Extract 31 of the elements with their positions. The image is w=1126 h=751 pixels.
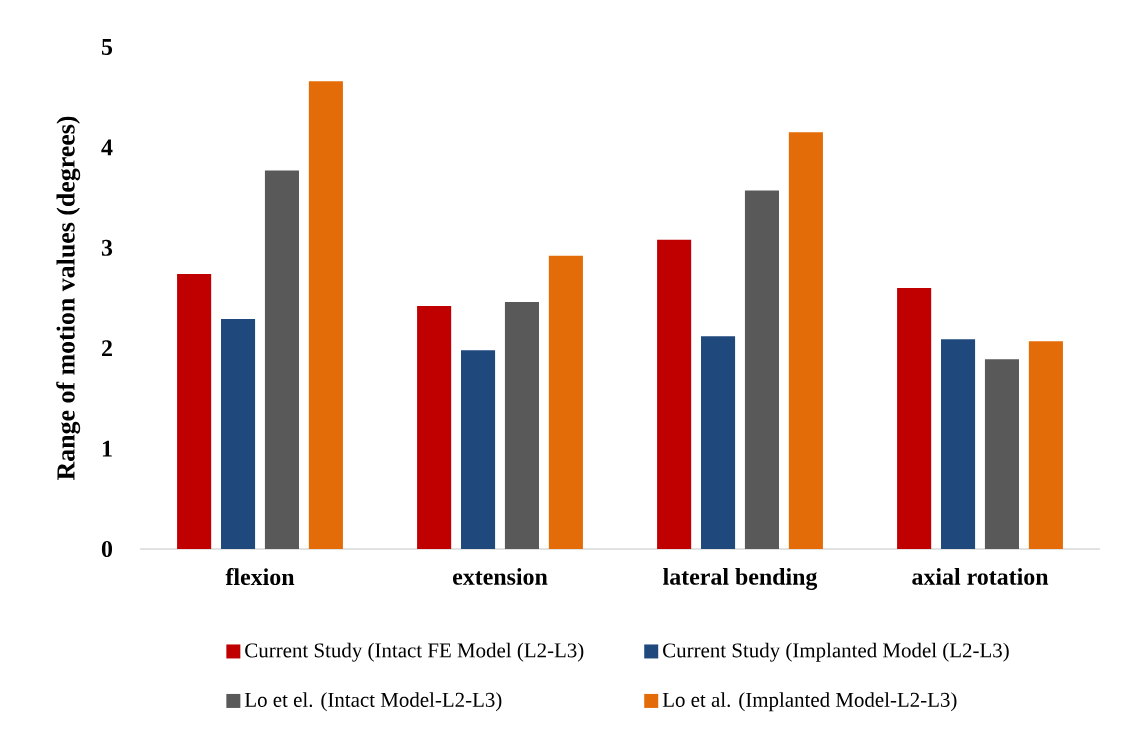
bar	[177, 273, 212, 549]
y-tick-label: 5	[101, 39, 113, 55]
x-tick-label: flexion	[225, 568, 295, 586]
y-tick-label: 3	[101, 239, 113, 256]
bar	[701, 336, 736, 549]
x-tick-label: lateral bending	[663, 568, 818, 590]
bar	[657, 239, 692, 549]
y-tick-label: 0	[101, 540, 113, 558]
bar	[941, 339, 976, 549]
bar	[1028, 341, 1063, 549]
legend-label: Current Study (Implanted Model (L2-L3)	[663, 642, 1009, 662]
y-tick-label: 1	[102, 440, 112, 457]
y-axis-title: Range of motion values (degrees)	[56, 116, 81, 481]
bar	[264, 170, 299, 549]
y-tick-label: 2	[102, 340, 112, 357]
bar	[984, 359, 1020, 549]
bar	[788, 132, 823, 549]
x-tick-label: extension	[452, 568, 548, 585]
bar	[897, 287, 932, 549]
bar	[744, 190, 780, 549]
legend-label: Current Study (Intact FE Model (L2-L3)	[245, 642, 584, 662]
bar	[417, 306, 452, 549]
bar	[548, 255, 583, 549]
legend-label: Lo et el. (Intact Model-L2-L3)	[244, 692, 502, 712]
legend-label: Lo et al. (Implanted Model-L2-L3)	[662, 692, 957, 712]
x-tick-label: axial rotation	[912, 568, 1049, 585]
bar	[461, 350, 496, 549]
bar	[308, 81, 343, 549]
y-tick-label: 4	[101, 139, 113, 156]
bar	[221, 319, 256, 549]
bar	[504, 302, 540, 549]
